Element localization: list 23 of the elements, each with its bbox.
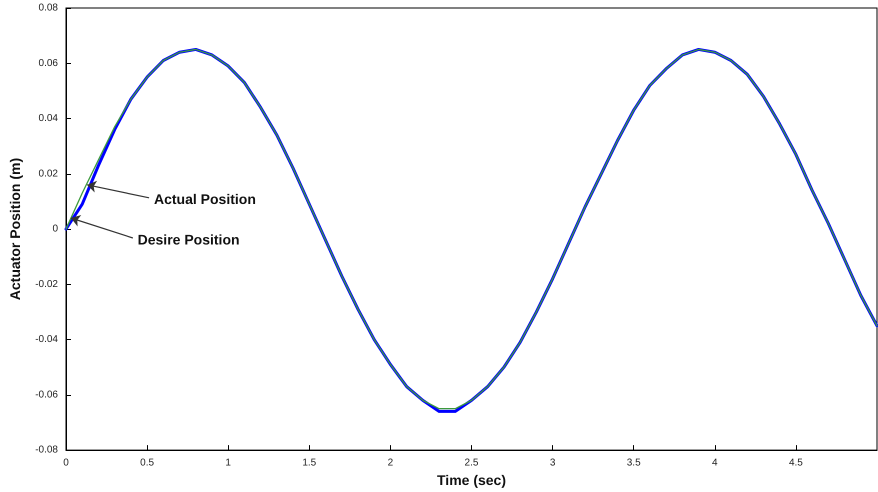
x-tick-label: 3 <box>550 458 556 469</box>
x-tick-label: 4 <box>712 458 718 469</box>
y-tick-label: -0.02 <box>35 278 58 290</box>
x-tick-label: 1.5 <box>302 458 317 469</box>
y-axis-title: Actuator Position (m) <box>7 158 23 300</box>
x-tick-label: 4.5 <box>788 458 804 469</box>
y-tick-label: -0.08 <box>35 444 58 456</box>
x-axis-title: Time (sec) <box>437 472 506 488</box>
y-tick-label: 0.04 <box>38 113 58 124</box>
x-tick-label: 3.5 <box>626 458 642 469</box>
y-tick-label: -0.06 <box>35 389 58 400</box>
y-tick-label: -0.04 <box>35 334 58 346</box>
annotation: Desire Position <box>138 232 240 248</box>
x-tick-label: 2.5 <box>464 458 479 469</box>
y-tick-label: 0.08 <box>38 2 58 14</box>
x-tick-label: 1 <box>225 458 232 469</box>
y-tick-label: 0 <box>52 224 58 235</box>
x-tick-label: 0.5 <box>140 458 154 469</box>
y-tick-label: 0.02 <box>38 168 58 180</box>
x-tick-label: 0 <box>63 458 70 469</box>
x-tick-label: 2 <box>388 458 394 469</box>
annotation: Actual Position <box>154 190 256 207</box>
y-tick-label: 0.06 <box>38 58 58 69</box>
